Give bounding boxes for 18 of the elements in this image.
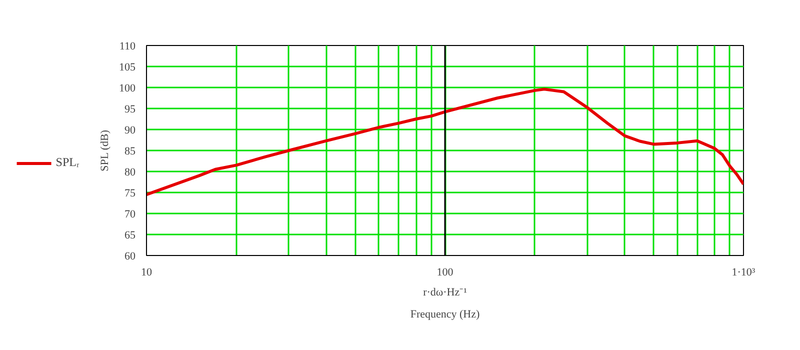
y-tick-label: 95 [124,104,136,116]
legend-label: SPLᵣ [56,155,80,170]
y-tick-label: 85 [124,146,136,158]
x-tick-label: 100 [436,266,454,278]
x-tick-label: 1·10³ [732,266,756,278]
x-axis-title: r·dω·Hz⁻¹ [423,286,467,298]
y-tick-label: 65 [124,230,136,242]
y-tick-label: 80 [124,166,136,178]
y-tick-label: 100 [119,82,136,94]
y-tick-label: 110 [119,40,136,52]
y-tick-label: 70 [124,208,136,220]
y-tick-label: 105 [119,62,136,74]
y-axis-title: SPL (dB) [99,130,111,172]
y-tick-label: 60 [124,250,136,262]
text: Frequency (Hz) [410,308,480,320]
y-tick-label: 75 [124,188,136,200]
x-tick-label: 10 [141,266,152,278]
y-tick-label: 90 [124,124,136,136]
